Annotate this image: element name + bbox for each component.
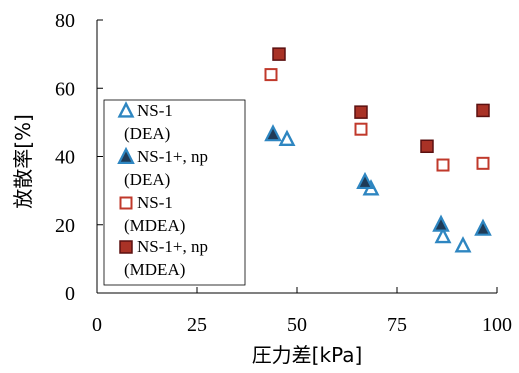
x-tick-label: 0 [92, 314, 102, 336]
legend-label: NS-1+, np [137, 147, 208, 166]
legend-label-sub: (MDEA) [124, 216, 185, 235]
x-tick-label: 50 [287, 314, 307, 336]
data-point [434, 226, 452, 244]
data-point [432, 214, 450, 232]
legend-marker [119, 196, 133, 210]
legend-marker [117, 146, 135, 164]
x-tick-label: 25 [187, 314, 207, 336]
data-point [356, 171, 374, 190]
y-tick-label: 0 [65, 283, 75, 305]
x-axis-title: 圧力差[kPa] [252, 343, 363, 367]
legend-label-sub: (DEA) [124, 170, 170, 189]
tick-labels: 0 20 40 60 80 0 25 50 75 100 [55, 10, 512, 336]
y-tick-label: 60 [55, 78, 75, 100]
x-tick-label: 75 [387, 314, 407, 336]
data-point [264, 68, 278, 82]
legend-marker [117, 101, 135, 118]
data-point [272, 47, 286, 61]
legend-label: NS-1 [137, 101, 173, 120]
series-1 [278, 129, 472, 253]
legend-entry: NS-1+, np (MDEA) [119, 237, 208, 279]
legend-box [103, 99, 246, 286]
legend-label-sub: (MDEA) [124, 260, 185, 279]
legend-entry: NS-1 (DEA) [117, 101, 173, 143]
series-3 [264, 68, 490, 172]
data-point [420, 139, 434, 154]
y-tick-label: 80 [55, 10, 75, 32]
legend-label: NS-1 [137, 193, 173, 212]
series-4 [272, 47, 490, 154]
legend-label: NS-1+, np [137, 237, 208, 256]
legend: NS-1(DEA)NS-1+, np(DEA)NS-1(MDEA)NS-1+, … [103, 99, 246, 286]
legend-entry: NS-1+, np (DEA) [117, 146, 208, 189]
legend-marker [119, 240, 133, 254]
data-point [264, 124, 282, 142]
data-point [474, 218, 492, 236]
x-tick-label: 100 [482, 314, 512, 336]
data-point [354, 105, 368, 119]
data-points [264, 47, 492, 253]
data-point [354, 122, 368, 136]
y-tick-label: 20 [55, 215, 75, 237]
data-point [476, 103, 490, 118]
data-point [454, 236, 472, 253]
data-point [476, 156, 490, 170]
y-tick-label: 40 [55, 147, 75, 169]
data-point [278, 129, 296, 147]
y-axis-title: 放散率[%] [11, 114, 35, 209]
legend-label-sub: (DEA) [124, 124, 170, 143]
legend-entry: NS-1 (MDEA) [119, 193, 185, 235]
series-2 [264, 124, 492, 236]
data-point [436, 158, 450, 172]
